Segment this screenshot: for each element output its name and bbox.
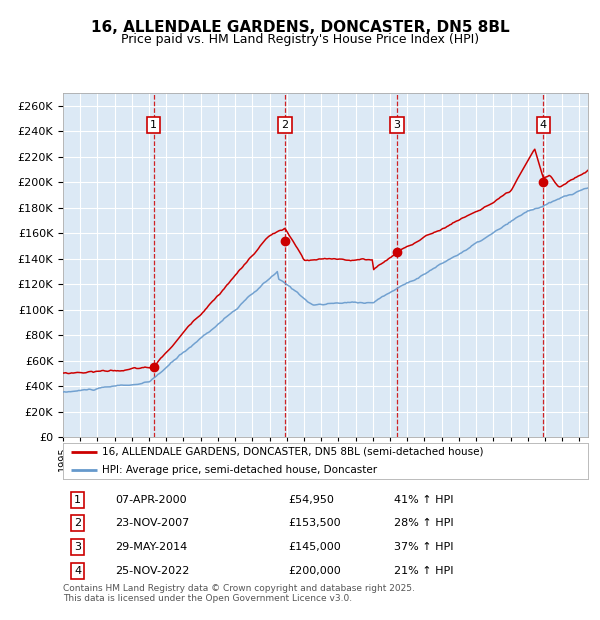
- Text: 3: 3: [394, 120, 401, 130]
- Text: 4: 4: [539, 120, 547, 130]
- Text: £54,950: £54,950: [289, 495, 335, 505]
- Text: 16, ALLENDALE GARDENS, DONCASTER, DN5 8BL: 16, ALLENDALE GARDENS, DONCASTER, DN5 8B…: [91, 20, 509, 35]
- Text: Price paid vs. HM Land Registry's House Price Index (HPI): Price paid vs. HM Land Registry's House …: [121, 33, 479, 46]
- Text: 4: 4: [74, 566, 81, 576]
- Text: 16, ALLENDALE GARDENS, DONCASTER, DN5 8BL (semi-detached house): 16, ALLENDALE GARDENS, DONCASTER, DN5 8B…: [103, 446, 484, 457]
- Text: £145,000: £145,000: [289, 542, 341, 552]
- Text: 28% ↑ HPI: 28% ↑ HPI: [394, 518, 454, 528]
- Text: Contains HM Land Registry data © Crown copyright and database right 2025.
This d: Contains HM Land Registry data © Crown c…: [63, 584, 415, 603]
- Text: 3: 3: [74, 542, 81, 552]
- Text: £153,500: £153,500: [289, 518, 341, 528]
- Text: 23-NOV-2007: 23-NOV-2007: [115, 518, 190, 528]
- Text: 41% ↑ HPI: 41% ↑ HPI: [394, 495, 453, 505]
- Text: 29-MAY-2014: 29-MAY-2014: [115, 542, 188, 552]
- Text: 1: 1: [74, 495, 81, 505]
- Text: HPI: Average price, semi-detached house, Doncaster: HPI: Average price, semi-detached house,…: [103, 464, 377, 475]
- Text: 07-APR-2000: 07-APR-2000: [115, 495, 187, 505]
- Text: 2: 2: [281, 120, 289, 130]
- Text: 21% ↑ HPI: 21% ↑ HPI: [394, 566, 453, 576]
- Text: 37% ↑ HPI: 37% ↑ HPI: [394, 542, 453, 552]
- Text: 2: 2: [74, 518, 81, 528]
- Text: £200,000: £200,000: [289, 566, 341, 576]
- Text: 25-NOV-2022: 25-NOV-2022: [115, 566, 190, 576]
- Text: 1: 1: [150, 120, 157, 130]
